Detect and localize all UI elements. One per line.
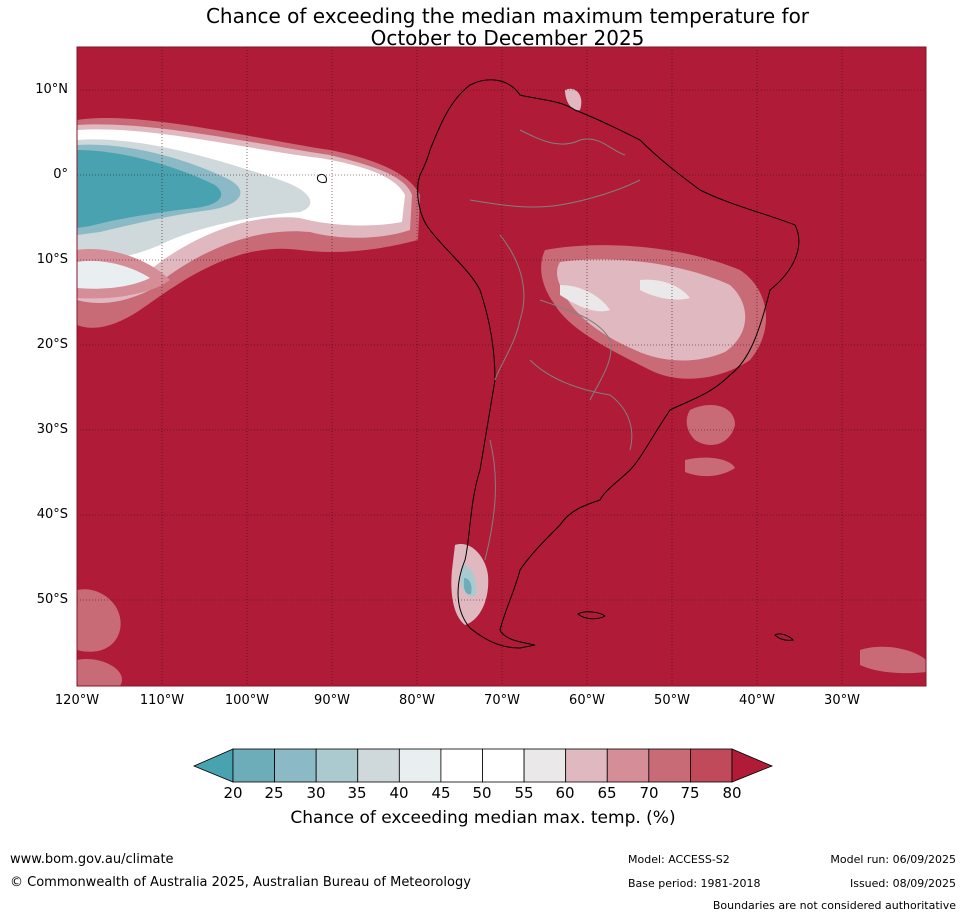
south-georgia	[774, 633, 794, 641]
south-america-coastline	[417, 79, 800, 649]
contour-swpacific-70	[77, 589, 121, 652]
contour-swpacific-70b	[77, 659, 122, 686]
issued-date: Issued: 08/09/2025	[849, 877, 956, 890]
lat-tick-20s: 20°S	[36, 337, 68, 352]
colorbar-label: 35	[347, 784, 367, 802]
colorbar-cell	[482, 748, 525, 783]
lat-tick-0: 0°	[53, 167, 68, 182]
lat-tick-10s: 10°S	[36, 252, 68, 267]
colorbar-cell	[523, 748, 567, 783]
copyright-text: © Commonwealth of Australia 2025, Austra…	[10, 875, 471, 890]
colorbar-label: 75	[680, 784, 700, 802]
lat-tick-10n: 10°N	[35, 82, 68, 97]
colorbar-cell	[690, 748, 733, 783]
colorbar-cell	[648, 748, 691, 783]
contour-atlantic-70a	[686, 405, 735, 445]
base-period: Base period: 1981-2018	[628, 877, 761, 890]
colorbar-low-arrow	[192, 748, 234, 783]
galapagos	[317, 173, 327, 183]
colorbar-label: 20	[223, 784, 243, 802]
model-name: Model: ACCESS-S2	[628, 853, 730, 866]
lon-tick-50w: 50°W	[654, 693, 690, 708]
lon-tick-120w: 120°W	[54, 693, 100, 708]
lon-tick-90w: 90°W	[314, 693, 350, 708]
contour-pacific-south-40	[77, 260, 150, 289]
lat-tick-30s: 30°S	[36, 422, 68, 437]
colorbar-high-arrow	[731, 748, 774, 783]
contour-seatlantic-70	[860, 646, 926, 674]
lon-tick-100w: 100°W	[224, 693, 270, 708]
colorbar	[192, 748, 774, 783]
colorbar-label: 50	[472, 784, 492, 802]
colorbar-label: 40	[389, 784, 409, 802]
colorbar-label: 65	[597, 784, 617, 802]
lat-tick-50s: 50°S	[36, 592, 68, 607]
colorbar-cell	[232, 748, 275, 783]
boundaries-disclaimer: Boundaries are not considered authoritat…	[712, 899, 956, 912]
colorbar-label: 25	[264, 784, 284, 802]
colorbar-cell	[274, 748, 317, 783]
contour-patagonia-25	[463, 578, 472, 595]
lon-tick-70w: 70°W	[484, 693, 520, 708]
colorbar-label: 55	[514, 784, 534, 802]
model-run-date: Model run: 06/09/2025	[830, 853, 956, 866]
lon-tick-80w: 80°W	[399, 693, 435, 708]
contour-atlantic-70b	[685, 457, 735, 477]
colorbar-cell	[315, 748, 359, 783]
colorbar-title: Chance of exceeding median max. temp. (%…	[290, 808, 676, 828]
map-frame	[76, 46, 927, 687]
lat-tick-40s: 40°S	[36, 507, 68, 522]
colorbar-label: 80	[722, 784, 742, 802]
colorbar-cell	[565, 748, 608, 783]
colorbar-cell	[398, 748, 442, 783]
colorbar-label: 60	[555, 784, 575, 802]
contour-pacific-20	[77, 150, 222, 228]
bom-url-link[interactable]: www.bom.gov.au/climate	[10, 852, 174, 867]
colorbar-cell	[440, 748, 483, 783]
map-title-line1: Chance of exceeding the median maximum t…	[205, 4, 810, 28]
lon-tick-40w: 40°W	[739, 693, 775, 708]
lon-tick-110w: 110°W	[139, 693, 185, 708]
lon-tick-60w: 60°W	[569, 693, 605, 708]
lon-tick-30w: 30°W	[824, 693, 860, 708]
colorbar-cell	[606, 748, 650, 783]
colorbar-cell	[357, 748, 400, 783]
falklands	[577, 611, 606, 620]
contour-caribbean-60	[565, 88, 582, 111]
contour-brazil-55b	[640, 279, 690, 300]
map-title-line2: October to December 2025	[370, 26, 645, 50]
contour-brazil-55	[560, 285, 610, 312]
gridlines	[77, 47, 926, 686]
probability-contours	[77, 88, 926, 686]
colorbar-label: 30	[306, 784, 326, 802]
country-boundaries	[469, 129, 641, 561]
colorbar-label: 45	[431, 784, 451, 802]
contour-brazil-60	[557, 259, 746, 361]
colorbar-label: 70	[639, 784, 659, 802]
